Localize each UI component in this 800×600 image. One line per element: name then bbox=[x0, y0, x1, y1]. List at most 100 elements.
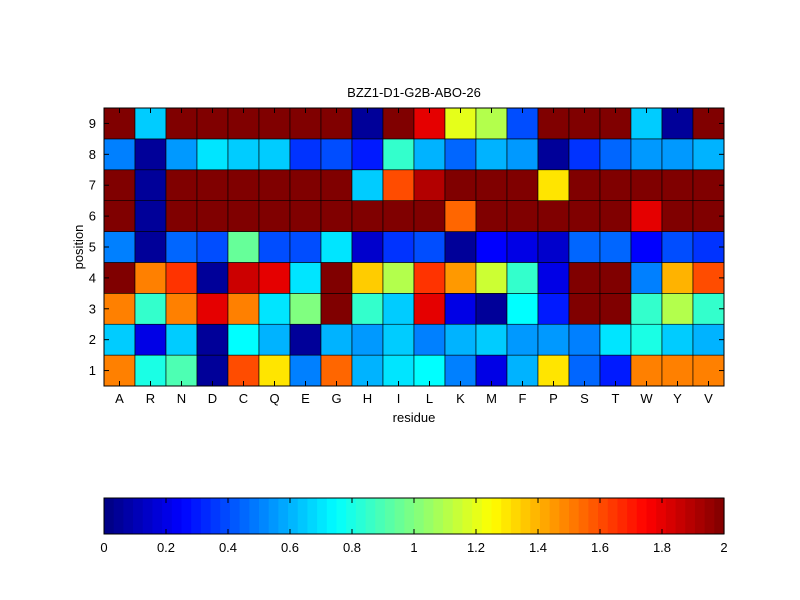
heatmap-cell-N-3 bbox=[165, 293, 198, 325]
colorbar-segment bbox=[365, 498, 376, 534]
heatmap-cell-H-5 bbox=[351, 231, 384, 263]
colorbar-segment bbox=[142, 498, 154, 534]
colorbar-segment bbox=[191, 498, 202, 534]
heatmap-cell-K-2 bbox=[444, 323, 477, 356]
colorbar-segment bbox=[288, 498, 299, 534]
colorbar-segment bbox=[462, 498, 473, 534]
x-tick-label: N bbox=[177, 391, 186, 406]
colorbar-segment bbox=[278, 498, 289, 534]
heatmap-cell-Y-5 bbox=[661, 231, 694, 263]
colorbar-segment bbox=[326, 498, 338, 534]
heatmap-cell-P-8 bbox=[537, 138, 570, 171]
colorbar-segment bbox=[704, 498, 715, 534]
heatmap-cell-C-6 bbox=[227, 200, 260, 232]
heatmap-cell-R-6 bbox=[134, 200, 167, 232]
colorbar-segment bbox=[569, 498, 580, 534]
colorbar-tick-label: 0 bbox=[100, 540, 107, 555]
heatmap-cell-V-9 bbox=[692, 107, 725, 140]
heatmap-cell-K-4 bbox=[444, 262, 477, 294]
heatmap-cell-K-6 bbox=[444, 200, 477, 232]
heatmap-cell-S-4 bbox=[568, 262, 601, 294]
heatmap-cell-Q-1 bbox=[258, 354, 291, 387]
heatmap-cell-G-8 bbox=[320, 138, 353, 171]
colorbar-segment bbox=[268, 498, 279, 534]
colorbar-segment bbox=[501, 498, 512, 534]
colorbar-tick-label: 0.4 bbox=[219, 540, 237, 555]
heatmap-cell-W-8 bbox=[630, 138, 663, 171]
colorbar-segment bbox=[510, 498, 522, 534]
heatmap-cell-N-6 bbox=[165, 200, 198, 232]
heatmap-cell-Q-6 bbox=[258, 200, 291, 232]
heatmap-cell-Y-4 bbox=[661, 262, 694, 294]
heatmap-cell-A-3 bbox=[103, 293, 136, 325]
y-tick-label: 9 bbox=[89, 116, 96, 131]
heatmap-cell-F-3 bbox=[506, 293, 539, 325]
heatmap-cell-M-8 bbox=[475, 138, 508, 171]
heatmap-cell-I-6 bbox=[382, 200, 415, 232]
heatmap-cell-M-3 bbox=[475, 293, 508, 325]
heatmap-cell-A-9 bbox=[103, 107, 136, 140]
colorbar-segment bbox=[714, 498, 725, 534]
colorbar-segment bbox=[617, 498, 628, 534]
heatmap-cell-D-8 bbox=[196, 138, 229, 171]
x-tick-label: V bbox=[704, 391, 713, 406]
x-tick-label: P bbox=[549, 391, 558, 406]
heatmap-cell-L-2 bbox=[413, 323, 446, 356]
x-tick-label: Q bbox=[269, 391, 279, 406]
heatmap-cell-L-5 bbox=[413, 231, 446, 263]
colorbar-segment bbox=[443, 498, 454, 534]
heatmap-cell-S-7 bbox=[568, 169, 601, 201]
x-tick-label: S bbox=[580, 391, 589, 406]
y-tick-label: 5 bbox=[89, 240, 96, 255]
heatmap-cell-F-5 bbox=[506, 231, 539, 263]
heatmap-cell-M-2 bbox=[475, 323, 508, 356]
heatmap-cell-A-6 bbox=[103, 200, 136, 232]
heatmap-cell-P-3 bbox=[537, 293, 570, 325]
heatmap-cell-Q-2 bbox=[258, 323, 291, 356]
x-tick-label: D bbox=[208, 391, 217, 406]
heatmap-cell-T-3 bbox=[599, 293, 632, 325]
heatmap-cell-A-4 bbox=[103, 262, 136, 294]
colorbar-segment bbox=[181, 498, 192, 534]
heatmap-cell-I-7 bbox=[382, 169, 415, 201]
heatmap-cell-M-5 bbox=[475, 231, 508, 263]
heatmap-cell-W-3 bbox=[630, 293, 663, 325]
heatmap-cell-F-4 bbox=[506, 262, 539, 294]
heatmap-cell-S-1 bbox=[568, 354, 601, 387]
colorbar-segment bbox=[472, 498, 483, 534]
heatmap-cell-T-2 bbox=[599, 323, 632, 356]
heatmap-cell-P-6 bbox=[537, 200, 570, 232]
colorbar-segment bbox=[210, 498, 221, 534]
x-tick-label: L bbox=[426, 391, 433, 406]
heatmap-cell-R-8 bbox=[134, 138, 167, 171]
colorbar-segment bbox=[598, 498, 609, 534]
colorbar-segment bbox=[375, 498, 386, 534]
colorbar-segment bbox=[627, 498, 638, 534]
heatmap-cell-K-7 bbox=[444, 169, 477, 201]
heatmap-cell-N-8 bbox=[165, 138, 198, 171]
heatmap-cell-W-6 bbox=[630, 200, 663, 232]
heatmap-cell-Y-6 bbox=[661, 200, 694, 232]
heatmap-cell-Q-7 bbox=[258, 169, 291, 201]
heatmap-cell-K-8 bbox=[444, 138, 477, 171]
heatmap-cell-F-6 bbox=[506, 200, 539, 232]
heatmap-cell-N-2 bbox=[165, 323, 198, 356]
x-tick-label: E bbox=[301, 391, 310, 406]
heatmap-cell-G-1 bbox=[320, 354, 353, 387]
heatmap-cell-P-9 bbox=[537, 107, 570, 140]
colorbar-segment bbox=[336, 498, 347, 534]
colorbar-segment bbox=[220, 498, 231, 534]
heatmap-cell-V-8 bbox=[692, 138, 725, 171]
colorbar-segment bbox=[355, 498, 367, 534]
heatmap-cell-R-7 bbox=[134, 169, 167, 201]
colorbar-segment bbox=[588, 498, 599, 534]
heatmap-cell-N-5 bbox=[165, 231, 198, 263]
x-tick-label: T bbox=[612, 391, 620, 406]
heatmap-cell-D-3 bbox=[196, 293, 229, 325]
x-tick-label: H bbox=[363, 391, 372, 406]
colorbar-segment bbox=[452, 498, 464, 534]
chart-title: BZZ1-D1-G2B-ABO-26 bbox=[347, 85, 481, 100]
heatmap-cell-M-9 bbox=[475, 107, 508, 140]
colorbar-segment bbox=[578, 498, 589, 534]
